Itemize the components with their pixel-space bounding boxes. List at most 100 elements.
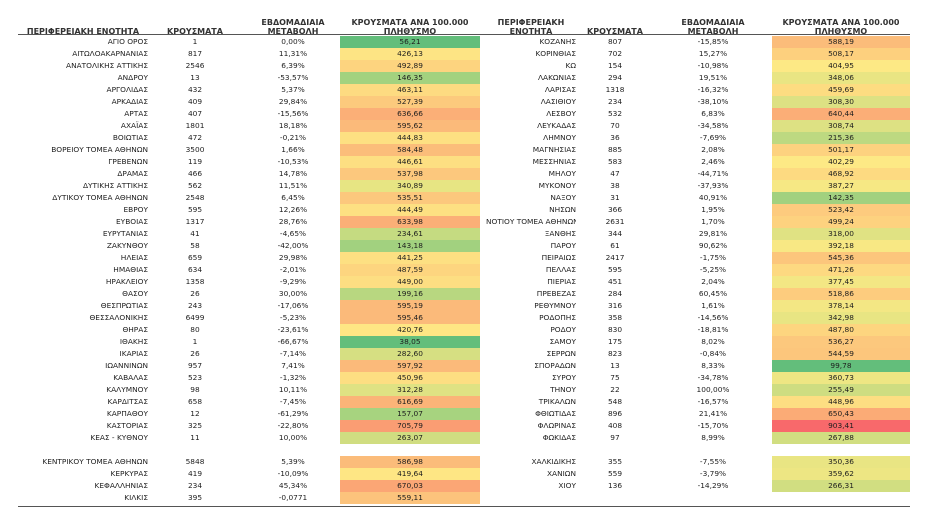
right-cases-cell: 885 <box>607 145 623 154</box>
left-rate-cell: 449,00 <box>340 276 480 288</box>
right-change-cell: -34,78% <box>697 373 729 382</box>
left-rate-cell: 633,98 <box>340 216 480 228</box>
left-rate-cell: 446,61 <box>340 156 480 168</box>
header-per100k-right: ΚΡΟΥΣΜΑΤΑ ΑΝΑ 100.000 ΠΛΗΘΥΣΜΟ <box>782 18 900 36</box>
left-cases-cell: 26 <box>190 289 200 298</box>
left-name-cell: ΕΥΒΟΙΑΣ <box>116 217 148 226</box>
right-rate-cell: 501,17 <box>772 144 910 156</box>
right-change-cell: 40,91% <box>698 193 728 202</box>
right-rate-cell <box>772 444 910 456</box>
left-change-cell: -7,45% <box>279 397 307 406</box>
right-name-cell: ΠΙΕΡΙΑΣ <box>547 277 576 286</box>
left-change-cell: -4,65% <box>279 229 307 238</box>
left-rate-cell: 584,48 <box>340 144 480 156</box>
left-change-cell: -53,57% <box>277 73 309 82</box>
right-name-cell: ΜΥΚΟΝΟΥ <box>538 181 576 190</box>
left-rate-cell <box>340 444 480 456</box>
right-change-cell: 2,46% <box>701 157 725 166</box>
right-rate-cell: 402,29 <box>772 156 910 168</box>
left-name-cell: ΚΑΡΠΑΘΟΥ <box>106 409 148 418</box>
right-cases-cell: 97 <box>610 433 620 442</box>
right-rate-cell: 487,80 <box>772 324 910 336</box>
right-name-cell: ΣΠΟΡΑΔΩΝ <box>534 361 576 370</box>
left-rate-cell: 487,59 <box>340 264 480 276</box>
right-name-cell: ΚΟΖΑΝΗΣ <box>539 37 576 46</box>
right-name-cell: ΣΕΡΡΩΝ <box>546 349 576 358</box>
left-change-cell <box>258 444 328 456</box>
left-change-cell: -5,23% <box>279 313 307 322</box>
table-row: ΘΕΣΣΑΛΟΝΙΚΗΣ ΡΟΔΟΠΗΣ 6499 358 -5,23% -14,56% 5… <box>18 312 910 324</box>
right-cases-cell: 294 <box>607 73 623 82</box>
right-change-cell: -5,25% <box>699 265 727 274</box>
right-cases-cell: 807 <box>607 37 623 46</box>
left-change-cell: 7,41% <box>281 361 305 370</box>
left-cases-cell: 3500 <box>185 145 205 154</box>
right-name-cell: ΠΑΡΟΥ <box>550 241 576 250</box>
right-rate-cell: 588,19 <box>772 36 910 48</box>
left-name-cell: ΘΑΣΟΥ <box>122 289 148 298</box>
left-rate-cell: 670,03 <box>340 480 480 492</box>
right-change-cell: -14,29% <box>697 481 729 490</box>
left-name-cell: ΑΝΔΡΟΥ <box>117 73 148 82</box>
right-cases-cell: 136 <box>607 481 623 490</box>
table-row: ΙΩΑΝΝΙΝΩΝ ΣΠΟΡΑΔΩΝ 957 13 7,41% 8,33% 597,92 99… <box>18 360 910 372</box>
left-name-cell: ΙΚΑΡΙΑΣ <box>119 349 148 358</box>
left-cases-cell: 407 <box>187 109 203 118</box>
right-cases-cell: 583 <box>607 157 623 166</box>
right-change-cell: 8,02% <box>701 337 725 346</box>
right-rate-cell: 99,78 <box>772 360 910 372</box>
table-row: ΗΛΕΙΑΣ ΠΕΙΡΑΙΩΣ 659 2417 29,98% -1,75% 441,25 5… <box>18 252 910 264</box>
right-rate-cell: 499,24 <box>772 216 910 228</box>
right-change-cell: -37,93% <box>697 181 729 190</box>
table-row: ΑΡΓΟΛΙΔΑΣ ΛΑΡΙΣΑΣ 432 1318 5,37% -16,32% 463,1… <box>18 84 910 96</box>
left-change-cell: 45,34% <box>278 481 308 490</box>
left-change-cell: -10,09% <box>277 469 309 478</box>
left-name-cell: ΑΧΑΪΑΣ <box>120 121 148 130</box>
table-row: ΔΥΤΙΚΟΥ ΤΟΜΕΑ ΑΘΗΝΩΝ ΝΑΞΟΥ 2548 31 6,45% 40,9… <box>18 192 910 204</box>
header-weekly-left: ΕΒΔΟΜΑΔΙΑΙΑ ΜΕΤΑΒΟΛΗ <box>261 18 325 36</box>
left-name-cell: ΗΛΕΙΑΣ <box>120 253 148 262</box>
left-rate-cell: 263,07 <box>340 432 480 444</box>
left-cases-cell: 243 <box>187 301 203 310</box>
right-cases-cell: 36 <box>610 133 620 142</box>
table-row: ΕΥΒΟΙΑΣ ΝΟΤΙΟΥ ΤΟΜΕΑ ΑΘΗΝΩΝ 1317 2631 28,76%… <box>18 216 910 228</box>
header-cases-left: ΚΡΟΥΣΜΑΤΑ <box>167 27 223 36</box>
left-rate-cell: 234,61 <box>340 228 480 240</box>
right-name-cell: ΡΟΔΟΠΗΣ <box>539 313 576 322</box>
left-rate-cell: 595,62 <box>340 120 480 132</box>
left-change-cell: -1,32% <box>279 373 307 382</box>
right-change-cell: -10,98% <box>697 61 729 70</box>
right-rate-cell: 308,74 <box>772 120 910 132</box>
left-change-cell: 10,11% <box>278 385 308 394</box>
table-row: ΚΕΦΑΛΛΗΝΙΑΣ ΧΙΟΥ 234 136 45,34% -14,29% 670,03… <box>18 480 910 492</box>
right-name-cell: ΡΟΔΟΥ <box>550 325 576 334</box>
left-cases-cell: 658 <box>187 397 203 406</box>
right-change-cell: 2,04% <box>701 277 725 286</box>
right-rate-cell: 266,31 <box>772 480 910 492</box>
left-change-cell: -15,56% <box>277 109 309 118</box>
left-name-cell: ΘΕΣΠΡΩΤΙΑΣ <box>100 301 148 310</box>
left-name-cell: ΒΟΙΩΤΙΑΣ <box>112 133 148 142</box>
left-rate-cell: 595,46 <box>340 312 480 324</box>
right-change-cell: 19,51% <box>698 73 728 82</box>
right-change-cell: 1,61% <box>701 301 725 310</box>
left-name-cell: ΗΜΑΘΙΑΣ <box>113 265 148 274</box>
left-name-cell: ΔΡΑΜΑΣ <box>117 169 148 178</box>
left-change-cell: 30,00% <box>278 289 308 298</box>
right-change-cell: -34,58% <box>697 121 729 130</box>
right-rate-cell: 468,92 <box>772 168 910 180</box>
right-rate-cell: 350,36 <box>772 456 910 468</box>
table-row: ΕΒΡΟΥ ΝΗΣΩΝ 595 366 12,26% 1,95% 444,49 523,42 <box>18 204 910 216</box>
right-rate-cell: 459,69 <box>772 84 910 96</box>
left-name-cell: ΚΙΛΚΙΣ <box>124 493 148 502</box>
left-change-cell: 29,84% <box>278 97 308 106</box>
right-cases-cell: 234 <box>607 97 623 106</box>
left-name-cell: ΗΡΑΚΛΕΙΟΥ <box>105 277 148 286</box>
left-rate-cell: 492,89 <box>340 60 480 72</box>
right-change-cell: 15,27% <box>698 49 728 58</box>
left-rate-cell: 56,21 <box>340 36 480 48</box>
right-name-cell: ΜΗΛΟΥ <box>548 169 576 178</box>
left-change-cell: 5,39% <box>281 457 305 466</box>
left-name-cell: ΘΕΣΣΑΛΟΝΙΚΗΣ <box>89 313 148 322</box>
left-rate-cell: 199,16 <box>340 288 480 300</box>
